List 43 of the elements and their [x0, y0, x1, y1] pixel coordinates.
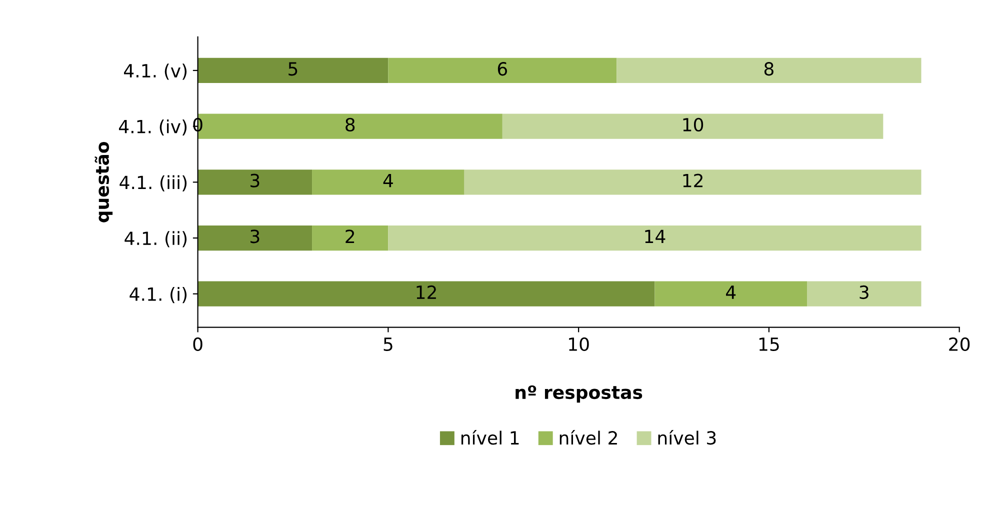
- bar: [198, 225, 312, 251]
- y-axis-title: questão: [94, 142, 113, 222]
- bar: [198, 281, 655, 306]
- bar: [502, 114, 884, 139]
- y-tick-label: 4.1. (iii): [120, 175, 187, 192]
- bar: [807, 281, 922, 306]
- data-label: 3: [250, 174, 260, 188]
- legend-label: nível 1: [461, 430, 519, 445]
- x-tick-label: 10: [569, 337, 589, 352]
- data-label: 12: [416, 285, 436, 299]
- bar: [312, 170, 464, 195]
- x-tick-label: 20: [949, 337, 970, 352]
- x-tick-label: 5: [384, 338, 392, 352]
- legend-label: nível 3: [658, 430, 716, 445]
- data-label: 3: [250, 230, 260, 244]
- data-label: 3: [860, 285, 868, 300]
- data-label: 4: [383, 174, 393, 188]
- bar: [616, 58, 922, 84]
- bar: [198, 170, 312, 195]
- data-label: 6: [498, 62, 508, 76]
- data-label: 2: [346, 230, 354, 243]
- data-label: 12: [683, 174, 702, 188]
- bar: [654, 281, 808, 306]
- bar: [388, 225, 922, 251]
- data-label: 4: [726, 286, 736, 299]
- y-tick-label: 4.1. (iv): [118, 119, 187, 136]
- data-label: 0: [193, 118, 202, 132]
- x-axis-title: nº respostas: [516, 385, 642, 403]
- bar: [198, 58, 388, 84]
- bar: [312, 225, 388, 251]
- data-label: 14: [645, 230, 666, 243]
- x-tick-label: 15: [759, 338, 779, 352]
- x-tick-label: 0: [193, 337, 202, 352]
- bar: [464, 170, 922, 195]
- data-label: 8: [346, 118, 355, 132]
- y-tick-label: 4.1. (ii): [124, 231, 187, 248]
- legend-label: nível 2: [560, 430, 617, 445]
- y-tick-label: 4.1. (v): [124, 64, 187, 80]
- data-label: 8: [764, 62, 774, 76]
- y-tick-label: 4.1. (i): [130, 286, 187, 304]
- data-label: 5: [288, 62, 298, 76]
- data-label: 10: [683, 118, 704, 132]
- bar: [388, 58, 617, 84]
